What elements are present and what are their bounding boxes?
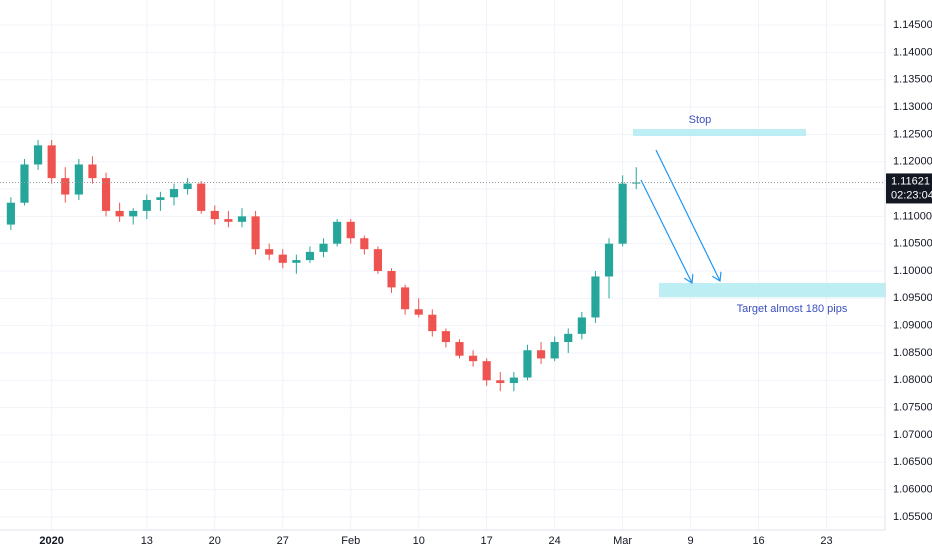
annotation-zone <box>659 283 886 298</box>
candle-body <box>169 189 179 198</box>
x-tick-label: 23 <box>820 535 832 547</box>
candle-body <box>360 238 369 250</box>
candle-body <box>414 309 423 315</box>
candle-body <box>20 164 29 203</box>
candle-body <box>509 377 518 384</box>
candle-body <box>292 260 301 263</box>
x-tick-label: 10 <box>413 535 425 547</box>
x-tick-label: 27 <box>277 535 289 547</box>
x-tick-label: 24 <box>549 535 561 547</box>
axes: 1.05500 1.06000 1.06500 1.07000 1.07500 1.080… <box>0 19 932 547</box>
y-tick-label: 1.14500 <box>893 19 932 31</box>
candle-body <box>536 350 546 359</box>
candle-body <box>278 254 287 263</box>
y-tick-label: 1.05500 <box>893 511 932 523</box>
y-tick-label: 1.06500 <box>893 456 932 468</box>
candle-body <box>210 210 219 220</box>
y-tick-label: 1.14000 <box>893 46 932 58</box>
candle-body <box>469 355 478 362</box>
x-tick-label: 17 <box>481 535 493 547</box>
annotation-label: Stop <box>689 114 712 126</box>
y-tick-label: 1.10500 <box>893 238 932 250</box>
candle-body <box>387 271 396 288</box>
annotation-zone <box>633 128 806 137</box>
candle-body <box>33 145 43 165</box>
y-tick-label: 1.07500 <box>893 402 932 414</box>
candle-body <box>591 276 600 318</box>
y-tick-label: 1.06000 <box>893 483 932 495</box>
candle-body <box>237 216 247 222</box>
arrow <box>640 179 692 283</box>
candle-body <box>6 202 15 225</box>
candle-body <box>101 178 111 211</box>
candle-body <box>265 249 274 255</box>
candle-body <box>373 249 383 272</box>
y-tick-label: 1.13500 <box>893 74 932 86</box>
y-tick-label: 1.07000 <box>893 429 932 441</box>
candle-body <box>305 251 315 261</box>
candle-body <box>618 183 627 244</box>
candle-body <box>523 350 532 378</box>
candle-body <box>197 183 206 211</box>
x-tick-label: 9 <box>688 535 694 547</box>
y-tick-label: 1.12000 <box>893 156 932 168</box>
candles <box>6 139 641 392</box>
candle-body <box>482 361 491 381</box>
candle-body <box>401 287 410 310</box>
y-tick-label: 1.11000 <box>893 210 932 222</box>
y-tick-label: 1.13000 <box>893 101 932 113</box>
candle-body <box>496 380 505 384</box>
y-tick-label: 1.12500 <box>893 128 932 140</box>
candle-body <box>251 216 260 250</box>
candle-body <box>61 178 70 195</box>
candle-body <box>115 210 124 217</box>
y-tick-label: 1.09000 <box>893 320 932 332</box>
candle-body <box>604 243 614 277</box>
x-tick-label: 20 <box>209 535 221 547</box>
candle-body <box>346 221 355 239</box>
candle-body <box>47 145 56 179</box>
x-tick-label: 2020 <box>39 535 63 547</box>
y-tick-label: 1.08000 <box>893 374 932 386</box>
x-tick-label: Feb <box>341 535 360 547</box>
candle-body <box>156 197 165 200</box>
candle-body <box>74 164 83 195</box>
candle-body <box>333 221 342 244</box>
x-tick-label: 13 <box>141 535 153 547</box>
candle-body <box>550 342 559 359</box>
grid <box>0 0 885 530</box>
y-tick-label: 1.10000 <box>893 265 932 277</box>
last-price-box <box>886 173 932 204</box>
countdown-label: 02:23:04 <box>891 189 932 201</box>
y-tick-label: 1.08500 <box>893 347 932 359</box>
candle-body <box>428 314 437 332</box>
x-tick-label: 16 <box>752 535 764 547</box>
annotation-label: Target almost 180 pips <box>737 303 848 315</box>
candle-body <box>183 183 192 190</box>
candle-body <box>632 182 641 184</box>
y-tick-label: 1.09500 <box>893 292 932 304</box>
candle-body <box>319 243 328 252</box>
candle-body <box>441 331 450 343</box>
candle-body <box>577 317 586 334</box>
zones: Stop Target almost 180 pips <box>633 114 886 315</box>
candle-body <box>455 342 464 356</box>
candle-body <box>564 333 573 343</box>
candle-body <box>142 199 151 211</box>
arrow <box>655 149 720 281</box>
last-price-label: 1.11621 <box>891 175 930 187</box>
candle-body <box>224 219 233 222</box>
candle-body <box>129 210 138 217</box>
x-tick-label: Mar <box>613 535 632 547</box>
candle-body <box>88 164 97 179</box>
